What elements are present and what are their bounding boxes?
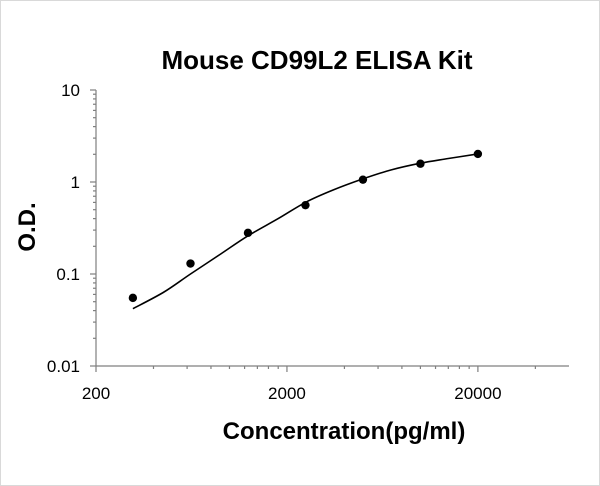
axes (95, 90, 569, 367)
y-tick-label: 1 (71, 173, 80, 192)
y-axis-label: O.D. (14, 202, 41, 251)
x-axis-ticks: 200 2000 20000 (82, 366, 536, 403)
data-point (186, 259, 195, 268)
data-point (243, 228, 253, 238)
data-points-layer (128, 149, 483, 303)
y-tick-label: 0.01 (47, 357, 80, 376)
y-axis-ticks: 0.01 0.1 1 10 (47, 81, 96, 376)
data-point (473, 149, 483, 159)
data-point (301, 200, 310, 210)
y-tick-label: 10 (61, 81, 80, 100)
data-point (128, 293, 138, 303)
data-point (358, 175, 368, 184)
x-tick-label: 20000 (454, 384, 501, 403)
fit-curve-line (132, 153, 479, 310)
x-tick-label: 200 (82, 384, 110, 403)
x-axis-label: Concentration(pg/ml) (223, 418, 466, 445)
data-point (416, 159, 425, 168)
chart-title: Mouse CD99L2 ELISA Kit (161, 45, 472, 75)
x-tick-label: 2000 (268, 384, 306, 403)
fit-curve-layer (132, 153, 479, 310)
y-tick-label: 0.1 (56, 265, 80, 284)
